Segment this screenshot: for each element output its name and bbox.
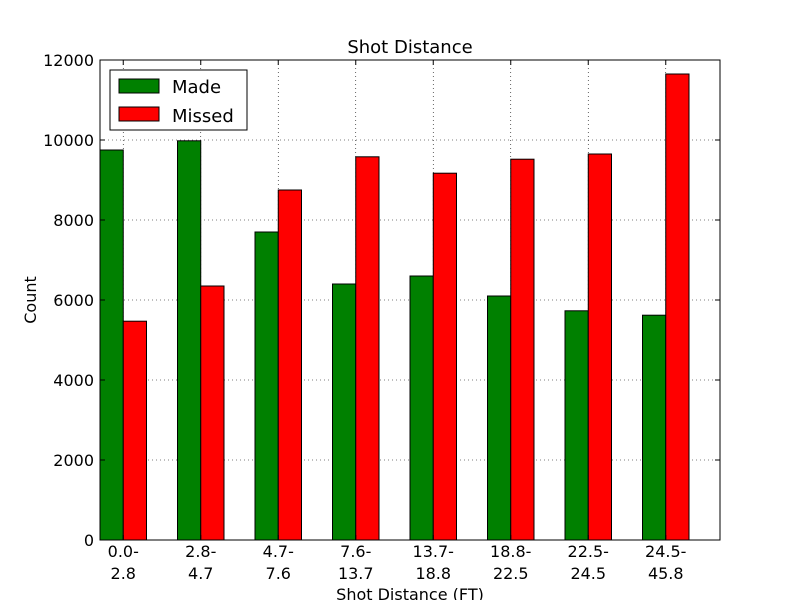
bar-made-3 [332, 283, 357, 541]
bar-made-0 [99, 149, 124, 541]
bar-missed-6 [587, 153, 612, 541]
x-tick-label: 13.7- [413, 542, 454, 561]
bar-made-6 [564, 310, 589, 541]
legend-swatch-missed [118, 106, 160, 122]
bar-made-4 [409, 275, 434, 541]
y-tick-label: 12000 [43, 51, 94, 70]
legend: Made Missed [109, 69, 248, 131]
bar-made-1 [177, 140, 202, 541]
x-tick-label: 4.7 [188, 564, 213, 583]
x-tick-label: 24.5- [645, 542, 686, 561]
bar-made-5 [487, 295, 512, 541]
x-tick-label: 22.5- [568, 542, 609, 561]
x-tick-label: 18.8- [490, 542, 531, 561]
x-axis-label: Shot Distance (FT) [336, 585, 484, 600]
legend-label-missed: Missed [172, 106, 234, 127]
x-tick-label: 7.6- [340, 542, 371, 561]
chart-title: Shot Distance [347, 37, 472, 58]
bar-missed-3 [355, 156, 380, 541]
bar-missed-2 [277, 189, 302, 541]
bars-layer [99, 73, 690, 541]
y-tick-label: 0 [84, 531, 94, 550]
y-tick-label: 10000 [43, 131, 94, 150]
y-tick-label: 6000 [53, 291, 94, 310]
y-tick-label: 8000 [53, 211, 94, 230]
x-tick-label: 2.8- [185, 542, 216, 561]
x-tick-label: 18.8 [415, 564, 451, 583]
bar-missed-0 [122, 320, 147, 541]
bar-missed-4 [432, 172, 457, 541]
x-tick-label: 2.8 [111, 564, 136, 583]
x-tick-label: 45.8 [648, 564, 684, 583]
ticks-layer: 0 2000 4000 6000 8000 10000 12000 0.0- 2.8 2.8- 4.… [43, 51, 720, 583]
bar-missed-1 [200, 285, 225, 541]
bar-missed-7 [665, 73, 690, 541]
bar-made-7 [642, 314, 667, 541]
y-tick-label: 4000 [53, 371, 94, 390]
x-tick-label: 22.5 [493, 564, 529, 583]
y-tick-label: 2000 [53, 451, 94, 470]
x-tick-label: 0.0- [108, 542, 139, 561]
bar-made-2 [254, 231, 279, 541]
bar-missed-5 [510, 158, 535, 541]
x-tick-label: 13.7 [338, 564, 374, 583]
x-tick-label: 4.7- [263, 542, 294, 561]
x-tick-label: 7.6 [266, 564, 291, 583]
y-axis-label: Count [21, 276, 40, 324]
x-tick-label: 24.5 [570, 564, 606, 583]
legend-swatch-made [118, 78, 160, 94]
legend-label-made: Made [172, 77, 221, 98]
